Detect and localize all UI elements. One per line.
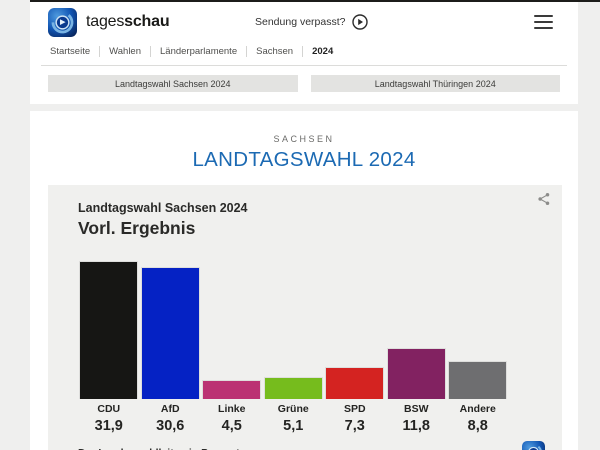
- election-tabs-row: Landtagswahl Sachsen 2024 Landtagswahl T…: [30, 66, 578, 104]
- bar-space: [447, 259, 509, 399]
- tagesschau-logo-icon: [48, 7, 77, 37]
- sendung-verpasst-label: Sendung verpasst?: [255, 16, 346, 28]
- bar-value-afd: 30,6: [156, 418, 185, 434]
- bar-space: [263, 259, 325, 399]
- bar-column-andere: Andere 8,8: [447, 259, 509, 434]
- bar-space: [201, 259, 263, 399]
- breadcrumb: Startseite Wahlen Länderparlamente Sachs…: [30, 42, 578, 65]
- bar-afd: [140, 266, 200, 399]
- site-header: tagesschau Sendung verpasst? Startseite …: [30, 2, 578, 104]
- sendung-verpasst-link[interactable]: Sendung verpasst?: [255, 14, 369, 30]
- tab-landtagswahl-thueringen[interactable]: Landtagswahl Thüringen 2024: [310, 75, 560, 92]
- chart-title: Landtagswahl Sachsen 2024: [78, 201, 248, 215]
- bar-space: [324, 259, 386, 399]
- bar-value-grüne: 5,1: [283, 418, 304, 434]
- bar-space: [386, 259, 448, 399]
- bar-spd: [325, 367, 385, 399]
- bar-value-cdu: 31,9: [94, 418, 123, 434]
- bar-space: [78, 259, 140, 399]
- breadcrumb-divider: [41, 65, 567, 66]
- bar-label-cdu: CDU: [97, 403, 121, 415]
- bar-label-andere: Andere: [459, 403, 496, 415]
- bar-chart: CDU 31,9 AfD 30,6 Linke 4,5 Grüne 5,1 SPD 7,3 BSW 1…: [78, 259, 532, 434]
- bar-bsw: [386, 347, 446, 399]
- play-icon[interactable]: [352, 14, 369, 30]
- bar-column-cdu: CDU 31,9: [78, 259, 140, 434]
- window-top-border: [30, 0, 600, 2]
- bar-value-andere: 8,8: [467, 418, 488, 434]
- bar-label-spd: SPD: [343, 403, 366, 415]
- page-container: tagesschau Sendung verpasst? Startseite …: [30, 2, 578, 450]
- bar-label-grüne: Grüne: [277, 403, 309, 415]
- bar-label-linke: Linke: [218, 403, 246, 415]
- breadcrumb-item-laenderparlamente[interactable]: Länderparlamente: [150, 46, 246, 57]
- brand-home-link[interactable]: tagesschau: [48, 7, 170, 37]
- chart-footer-row: Der Landeswahlleiter, in Prozent: [78, 441, 545, 450]
- bar-value-spd: 7,3: [344, 418, 365, 434]
- breadcrumb-item-2024[interactable]: 2024: [302, 46, 342, 57]
- bar-column-bsw: BSW 11,8: [386, 259, 448, 434]
- result-chart-card: Landtagswahl Sachsen 2024 Vorl. Ergebnis…: [48, 185, 562, 450]
- bar-column-spd: SPD 7,3: [324, 259, 386, 434]
- share-icon[interactable]: [537, 192, 551, 206]
- chart-subtitle: Vorl. Ergebnis: [78, 218, 196, 238]
- breadcrumb-item-sachsen[interactable]: Sachsen: [246, 46, 302, 57]
- top-nav-row: tagesschau Sendung verpasst?: [30, 2, 578, 42]
- bar-column-grüne: Grüne 5,1: [263, 259, 325, 434]
- bar-label-bsw: BSW: [404, 403, 429, 415]
- main-content: SACHSEN LANDTAGSWAHL 2024 Landtagswahl S…: [30, 111, 578, 450]
- bar-value-bsw: 11,8: [402, 418, 430, 434]
- hamburger-menu-icon[interactable]: [534, 15, 553, 29]
- breadcrumb-item-startseite[interactable]: Startseite: [50, 46, 91, 57]
- page-kicker: SACHSEN: [273, 134, 335, 144]
- bar-value-linke: 4,5: [221, 418, 242, 434]
- bar-cdu: [79, 260, 139, 399]
- bar-column-afd: AfD 30,6: [140, 259, 202, 434]
- tagesschau-watermark-icon: [522, 441, 545, 450]
- page-title: LANDTAGSWAHL 2024: [192, 148, 416, 171]
- bar-column-linke: Linke 4,5: [201, 259, 263, 434]
- tab-landtagswahl-sachsen[interactable]: Landtagswahl Sachsen 2024: [48, 75, 298, 92]
- bar-andere: [448, 360, 508, 399]
- bar-grüne: [263, 376, 323, 399]
- bar-space: [140, 259, 202, 399]
- chart-source-note: Der Landeswahlleiter, in Prozent: [78, 447, 240, 450]
- section-gap: [30, 104, 578, 111]
- bar-label-afd: AfD: [160, 403, 180, 415]
- breadcrumb-item-wahlen[interactable]: Wahlen: [99, 46, 150, 57]
- bar-linke: [202, 379, 262, 399]
- brand-wordmark: tagesschau: [86, 13, 170, 30]
